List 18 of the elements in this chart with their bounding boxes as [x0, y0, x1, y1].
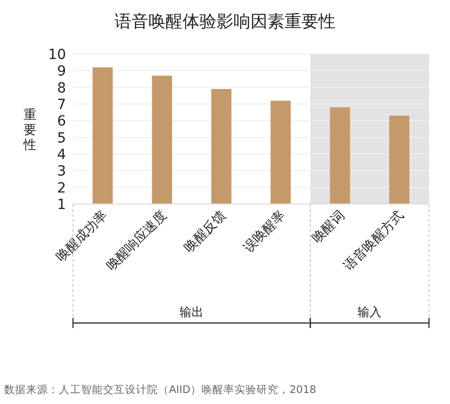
y-tick-label: 1: [57, 197, 66, 213]
y-tick-label: 3: [57, 164, 66, 180]
x-tick-label: 唤醒词: [310, 208, 348, 246]
y-tick-label: 8: [57, 80, 66, 96]
y-tick-label: 7: [57, 97, 66, 113]
text: 输入: [358, 305, 382, 319]
x-tick-label: 误唤醒率: [240, 208, 288, 256]
y-tick-label: 9: [57, 64, 66, 80]
text: 输出: [180, 305, 204, 319]
x-tick-label: 唤醒反馈: [182, 208, 230, 256]
y-tick-label: 4: [57, 147, 66, 163]
source-note: 数据来源：人工智能交互设计院（AIID）唤醒率实验研究，2018: [4, 383, 316, 396]
y-tick-label: 10: [48, 47, 66, 63]
y-tick-label: 2: [57, 180, 66, 196]
y-tick-label: 5: [57, 130, 66, 146]
chart-title: 语音唤醒体验影响因素重要性: [114, 12, 336, 32]
y-axis-title: 重要性: [22, 108, 36, 153]
y-tick-label: 6: [57, 114, 66, 130]
